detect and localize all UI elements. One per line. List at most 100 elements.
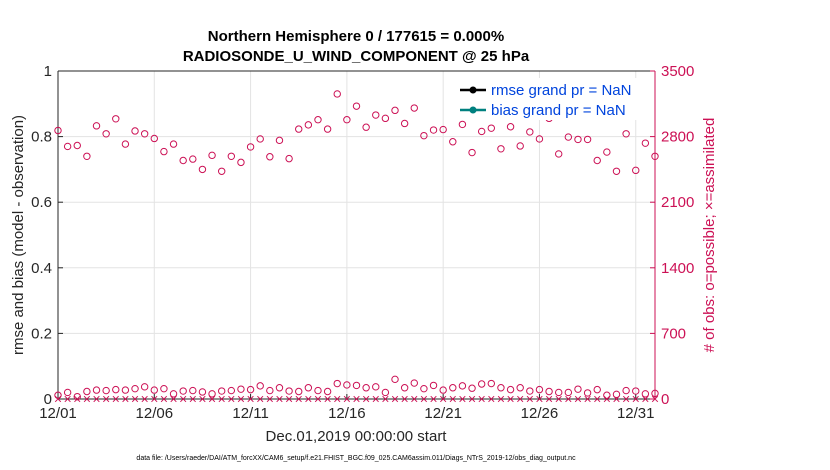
obs-possible-point	[304, 384, 313, 392]
obs-assimilated-point	[151, 395, 158, 403]
obs-assimilated-point	[430, 395, 437, 403]
obs-possible-point	[545, 387, 553, 396]
x-tick-label: 12/26	[521, 405, 559, 422]
obs-possible-point	[564, 388, 573, 397]
obs-possible-point	[622, 130, 630, 138]
legend-bias-marker	[469, 106, 477, 114]
legend-bias-label: bias grand pr = NaN	[491, 102, 626, 119]
obs-possible-point	[333, 379, 341, 388]
obs-possible-point	[112, 115, 120, 123]
obs-assimilated-point	[122, 395, 129, 403]
obs-possible-point	[535, 135, 544, 143]
obs-possible-point	[266, 386, 274, 395]
obs-possible-point	[603, 148, 611, 156]
obs-assimilated-point	[285, 395, 293, 403]
legend-box	[453, 78, 649, 120]
obs-possible-point	[295, 387, 303, 396]
obs-assimilated-point	[401, 395, 408, 403]
obs-possible-point	[189, 155, 197, 163]
left-tick-label: 1	[44, 63, 52, 80]
chart-title-line2: RADIOSONDE_U_WIND_COMPONENT @ 25 hPa	[183, 48, 530, 65]
right-tick-label: 0	[661, 391, 669, 408]
obs-assimilated-point	[257, 395, 264, 403]
obs-possible-point	[593, 385, 601, 394]
obs-possible-point	[439, 125, 447, 134]
obs-possible-point	[372, 111, 380, 119]
obs-assimilated-point	[642, 395, 649, 403]
obs-possible-point	[381, 114, 390, 123]
obs-possible-point	[612, 167, 621, 175]
obs-assimilated-point	[478, 395, 485, 403]
right-tick-label: 2100	[661, 194, 694, 211]
obs-possible-point	[343, 381, 351, 389]
obs-assimilated-point	[613, 395, 620, 403]
obs-assimilated-point	[449, 395, 456, 403]
obs-assimilated-point	[420, 395, 428, 403]
legend-rmse-label: rmse grand pr = NaN	[491, 82, 631, 99]
obs-possible-point	[555, 150, 563, 158]
obs-possible-point	[237, 158, 245, 167]
obs-possible-point	[246, 385, 255, 394]
obs-possible-point	[102, 386, 110, 395]
obs-possible-point	[497, 384, 505, 392]
obs-assimilated-point	[488, 395, 495, 403]
obs-assimilated-point	[276, 395, 283, 403]
obs-possible-point	[632, 166, 640, 175]
x-tick-label: 12/11	[232, 405, 268, 422]
obs-possible-point	[217, 167, 226, 175]
obs-possible-point	[420, 131, 428, 140]
obs-assimilated-point	[208, 395, 216, 403]
left-axis-label: rmse and bias (model - observation)	[10, 115, 27, 355]
obs-assimilated-point	[526, 395, 533, 403]
obs-possible-point	[429, 126, 438, 134]
obs-possible-point	[420, 384, 428, 393]
obs-possible-point	[140, 383, 149, 391]
obs-assimilated-point	[468, 395, 476, 403]
right-tick-label: 700	[661, 325, 686, 342]
obs-assimilated-point	[555, 395, 562, 403]
obs-possible-point	[410, 379, 418, 387]
obs-possible-point	[516, 142, 524, 150]
obs-possible-point	[497, 145, 505, 153]
obs-possible-point	[246, 143, 255, 151]
obs-assimilated-point	[93, 395, 100, 403]
obs-possible-point	[410, 104, 418, 112]
obs-possible-point	[352, 102, 361, 110]
obs-possible-point	[468, 148, 476, 157]
obs-possible-point	[63, 142, 72, 151]
x-tick-label: 12/21	[424, 405, 462, 422]
left-tick-label: 0.8	[31, 129, 52, 146]
obs-possible-point	[449, 138, 457, 146]
obs-assimilated-point	[199, 395, 206, 403]
obs-possible-point	[400, 119, 409, 128]
right-tick-label: 3500	[661, 63, 694, 80]
obs-possible-point	[227, 386, 236, 395]
obs-possible-point	[439, 386, 447, 394]
obs-assimilated-point	[584, 395, 591, 403]
obs-assimilated-point	[218, 395, 225, 403]
obs-possible-point	[333, 90, 341, 98]
obs-possible-point	[150, 386, 158, 394]
obs-possible-point	[468, 384, 476, 392]
obs-assimilated-point	[247, 395, 254, 403]
obs-possible-point	[622, 386, 630, 395]
right-axis-ticks: 0 700 1400 2100 2800 3500	[650, 63, 694, 408]
obs-possible-point	[54, 126, 62, 135]
chart-title-line1: Northern Hemisphere 0 / 177615 = 0.000%	[208, 28, 504, 45]
obs-assimilated-point	[440, 395, 447, 403]
x-tick-label: 12/31	[617, 405, 655, 422]
obs-assimilated-point	[131, 395, 139, 403]
obs-possible-point	[112, 385, 120, 394]
obs-assimilated-point	[295, 395, 302, 403]
obs-possible-point	[256, 135, 264, 143]
obs-possible-point	[304, 121, 313, 129]
left-axis-ticks: 0 0.2 0.4 0.6 0.8 1	[31, 63, 63, 408]
obs-possible-point	[266, 153, 274, 161]
obs-assimilated-point	[180, 395, 187, 403]
obs-assimilated-point	[565, 395, 572, 403]
obs-possible-point	[323, 125, 332, 133]
obs-possible-point	[140, 130, 149, 138]
obs-assimilated-point	[545, 395, 553, 403]
obs-possible-point	[285, 387, 293, 395]
